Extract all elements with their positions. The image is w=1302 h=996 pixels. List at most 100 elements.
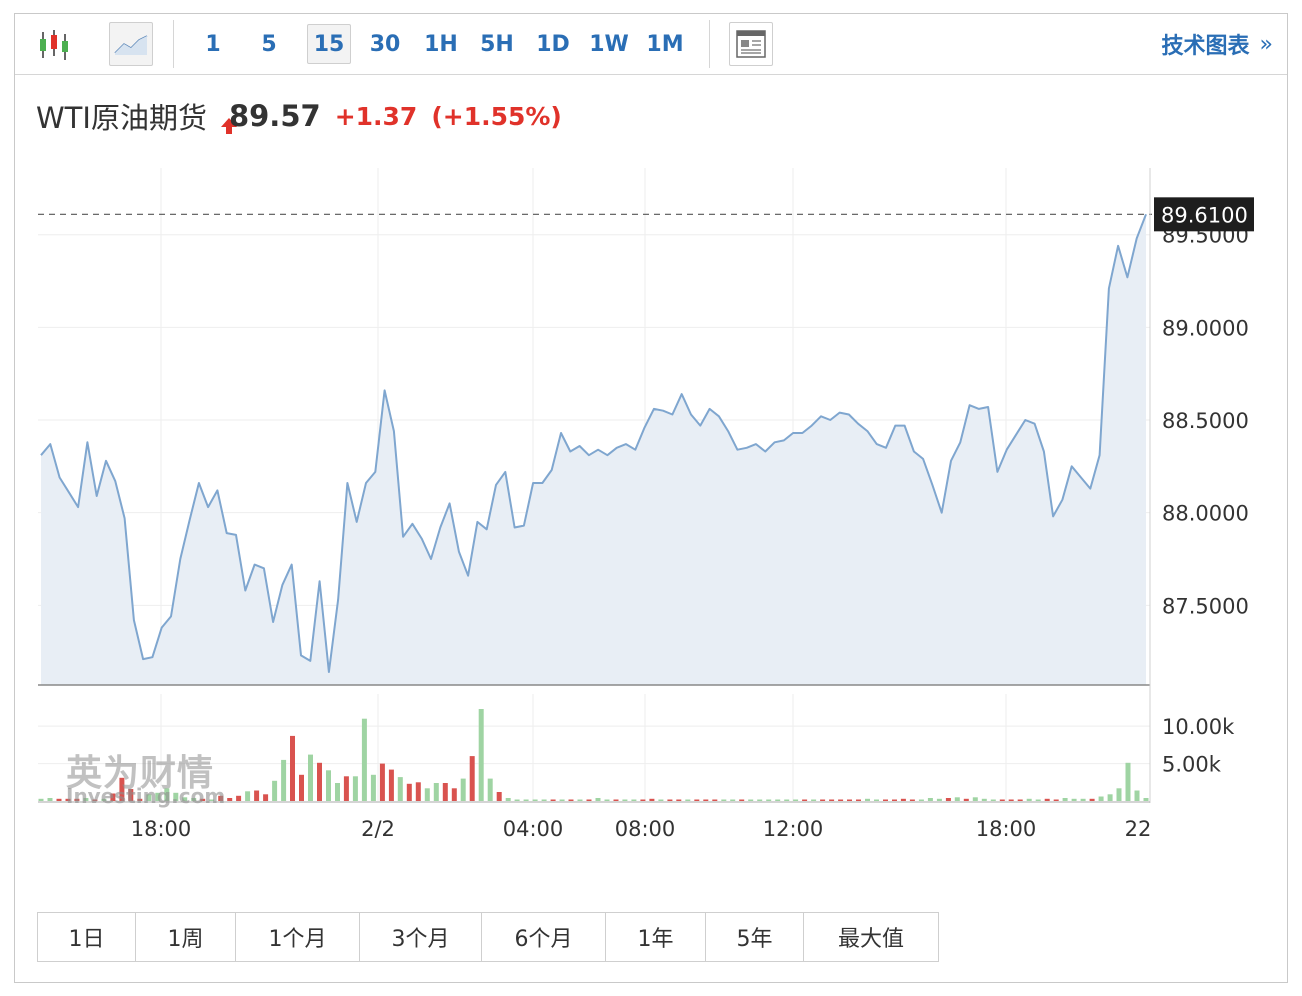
- volume-bar: [451, 788, 457, 801]
- volume-bar: [415, 782, 421, 801]
- price-area: [41, 214, 1146, 686]
- interval-button-30[interactable]: 30: [369, 31, 401, 57]
- volume-bar: [1134, 790, 1140, 801]
- instrument-name: WTI原油期货: [36, 101, 207, 135]
- volume-bar: [191, 798, 197, 801]
- candlestick-icon[interactable]: [35, 22, 79, 66]
- volume-bar: [433, 783, 439, 801]
- volume-bar: [370, 774, 376, 801]
- volume-bar: [56, 798, 62, 801]
- chevron-right-icon: »: [1259, 31, 1273, 57]
- interval-button-1m[interactable]: 1M: [646, 31, 684, 57]
- volume-bar: [335, 783, 340, 801]
- volume-bar: [945, 798, 951, 801]
- volume-bar: [1089, 798, 1095, 801]
- volume-bar: [793, 799, 799, 801]
- volume-bar: [352, 776, 358, 801]
- volume-bar: [173, 792, 179, 801]
- range-button-3[interactable]: 3个月: [360, 913, 482, 961]
- volume-bar: [748, 799, 754, 801]
- volume-bar: [281, 759, 287, 801]
- volume-bar: [990, 799, 996, 801]
- instrument-header: WTI原油期货 89.57 +1.37 (+1.55%): [36, 96, 562, 136]
- volume-bar: [487, 778, 493, 801]
- interval-button-5h[interactable]: 5H: [480, 31, 514, 57]
- volume-bar: [254, 790, 260, 801]
- range-button-2[interactable]: 1个月: [236, 913, 360, 961]
- time-tick-label: 08:00: [615, 817, 676, 841]
- volume-bar: [1035, 799, 1041, 801]
- volume-bar: [272, 780, 278, 801]
- volume-bar: [1062, 798, 1068, 801]
- volume-bar: [514, 799, 520, 801]
- volume-bar: [478, 709, 484, 801]
- volume-bar: [721, 799, 727, 801]
- volume-bar: [865, 798, 870, 801]
- volume-bar: [541, 799, 547, 801]
- interval-button-1w[interactable]: 1W: [589, 31, 629, 57]
- volume-bar: [667, 799, 673, 801]
- volume-bar: [811, 799, 817, 801]
- volume-bar: [469, 756, 475, 801]
- volume-bar: [622, 799, 628, 801]
- volume-bar: [685, 799, 691, 801]
- volume-bar: [1044, 798, 1050, 801]
- price-tick-label: 87.5000: [1162, 594, 1249, 618]
- volume-bar: [1143, 798, 1149, 801]
- volume-bar: [649, 798, 655, 801]
- range-button-6[interactable]: 5年: [706, 913, 804, 961]
- interval-button-5[interactable]: 5: [261, 31, 277, 57]
- news-layout-icon[interactable]: [729, 22, 773, 66]
- time-tick-label: 2/2: [361, 817, 395, 841]
- range-button-4[interactable]: 6个月: [482, 913, 606, 961]
- volume-bar: [505, 798, 511, 801]
- volume-bar: [766, 799, 772, 801]
- range-button-7[interactable]: 最大值: [804, 913, 938, 961]
- price-tick-label: 88.0000: [1162, 502, 1249, 526]
- volume-bar: [119, 777, 125, 801]
- range-button-5[interactable]: 1年: [606, 913, 706, 961]
- interval-button-1d[interactable]: 1D: [536, 31, 570, 57]
- price-change: +1.37: [334, 101, 418, 131]
- watermark-en: Investing.com: [66, 784, 226, 808]
- volume-bar: [847, 799, 852, 801]
- volume-bar: [209, 799, 215, 801]
- volume-bar: [972, 797, 978, 801]
- volume-bar: [361, 718, 367, 801]
- volume-bar: [343, 776, 349, 801]
- volume-bar: [954, 797, 960, 801]
- volume-bar: [245, 791, 251, 801]
- interval-button-15[interactable]: 15: [307, 24, 351, 64]
- interval-button-1[interactable]: 1: [205, 31, 221, 57]
- time-tick-label: 12:00: [763, 817, 824, 841]
- interval-button-1h[interactable]: 1H: [424, 31, 458, 57]
- volume-bar: [586, 799, 592, 801]
- line-chart-icon[interactable]: [109, 22, 153, 66]
- volume-bar: [397, 777, 403, 801]
- volume-bar: [568, 799, 574, 801]
- volume-bar: [101, 798, 107, 801]
- volume-bar: [290, 735, 295, 801]
- volume-bar: [856, 799, 861, 801]
- volume-bar: [874, 799, 879, 801]
- time-tick-label: 18:00: [131, 817, 192, 841]
- last-price-label: 89.6100: [1161, 203, 1248, 227]
- volume-bar: [640, 799, 646, 801]
- time-tick-label: 22: [1125, 817, 1152, 841]
- volume-bar: [110, 793, 116, 801]
- volume-bar: [83, 798, 89, 801]
- volume-bar: [703, 799, 709, 801]
- price-tick-label: 89.0000: [1162, 316, 1249, 340]
- volume-tick-label: 5.00k: [1162, 753, 1222, 777]
- range-button-0[interactable]: 1日: [38, 913, 136, 961]
- volume-bar: [379, 763, 385, 801]
- volume-bar: [38, 798, 44, 801]
- volume-bar: [1116, 788, 1122, 801]
- volume-bar: [757, 799, 763, 801]
- volume-bar: [523, 799, 529, 801]
- volume-bar: [442, 783, 448, 801]
- volume-bar: [784, 799, 790, 801]
- range-button-1[interactable]: 1周: [136, 913, 236, 961]
- tech-chart-link[interactable]: 技术图表 »: [1162, 24, 1273, 64]
